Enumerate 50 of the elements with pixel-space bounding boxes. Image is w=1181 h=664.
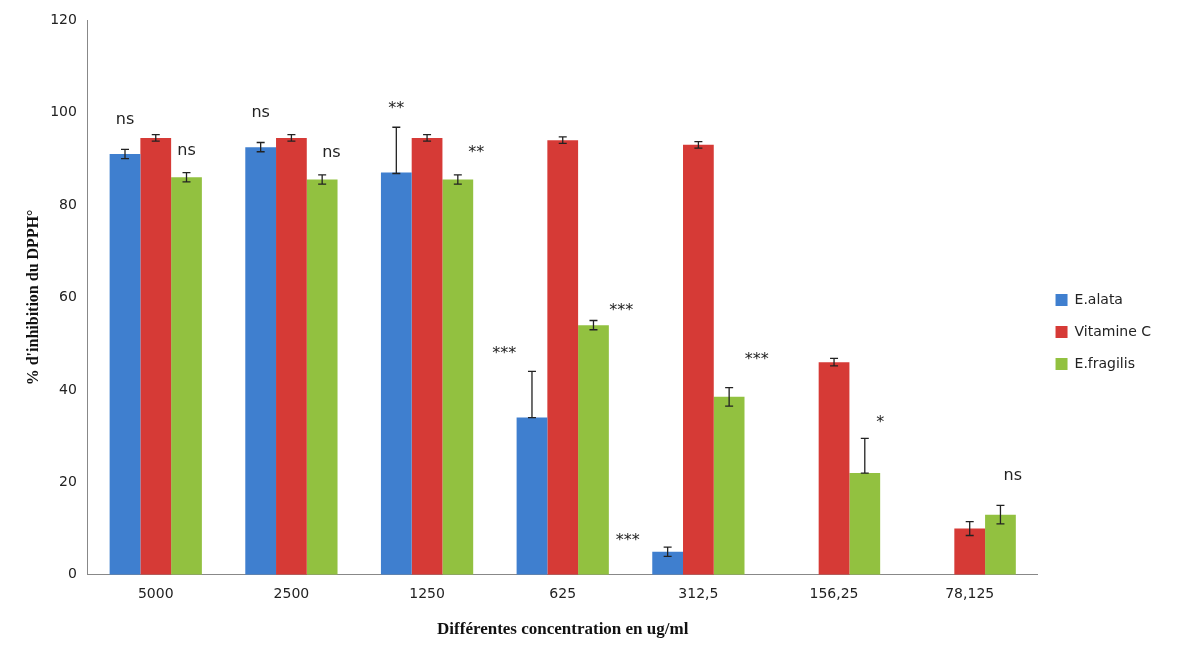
y-tick-label: 80 [59, 195, 77, 212]
bar [652, 551, 684, 575]
bar [442, 179, 474, 575]
bar [818, 362, 850, 575]
x-tick-label: 312,5 [678, 584, 719, 601]
bar [713, 396, 745, 575]
x-tick-label: 2500 [273, 584, 310, 601]
y-tick-label: 60 [59, 288, 77, 305]
bar [411, 137, 443, 575]
annotation: *** [744, 348, 769, 368]
annotation: * [876, 411, 885, 431]
annotation: ns [251, 101, 270, 121]
bar [276, 137, 307, 575]
annotation: *** [609, 299, 634, 319]
y-tick-label: 120 [50, 10, 77, 27]
bar [380, 172, 412, 575]
legend-label: Vitamine C [1074, 322, 1152, 339]
bar [578, 325, 609, 575]
x-tick-label: 156,25 [809, 584, 859, 601]
y-axis-title: % d'inhibition du DPPH° [23, 209, 41, 386]
x-tick-label: 78,125 [945, 584, 995, 601]
annotation: ns [177, 139, 196, 159]
bar [245, 147, 277, 575]
bar [109, 154, 141, 575]
x-tick-label: 1250 [409, 584, 445, 601]
x-tick-label: 625 [549, 584, 577, 601]
annotation: *** [615, 530, 640, 550]
y-tick-label: 100 [50, 103, 77, 120]
annotation: ** [388, 98, 405, 118]
y-tick-label: 20 [59, 472, 77, 489]
annotation: ** [468, 142, 485, 162]
annotation: *** [492, 342, 517, 362]
legend-label: E.alata [1074, 290, 1123, 307]
bar [516, 417, 548, 575]
bar [954, 528, 986, 575]
bar [140, 137, 172, 575]
bar [171, 177, 202, 575]
x-axis-title: Différentes concentration en ug/ml [437, 619, 689, 639]
x-tick-label: 5000 [137, 584, 174, 601]
bar [547, 140, 579, 575]
y-tick-label: 40 [59, 380, 77, 397]
legend-label: E.fragilis [1074, 354, 1135, 371]
annotation: ns [115, 108, 135, 128]
y-tick-label: 0 [68, 565, 77, 582]
bar [985, 514, 1016, 575]
bar [683, 144, 714, 575]
bar [306, 179, 338, 575]
annotation: ns [322, 142, 341, 162]
bar [849, 473, 881, 575]
annotation: ns [1003, 464, 1022, 484]
